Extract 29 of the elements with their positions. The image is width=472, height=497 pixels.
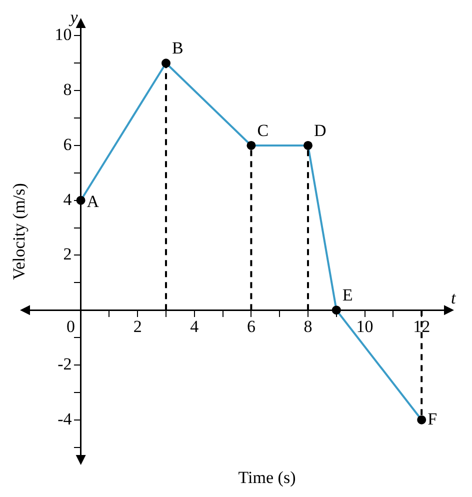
y-tick-label: 6	[63, 134, 72, 154]
y-tick-label: -4	[58, 409, 72, 428]
annotation: A	[86, 192, 100, 211]
y-tick-label: 2	[63, 244, 72, 264]
point	[304, 140, 312, 150]
point	[246, 140, 256, 150]
y-tick-label: 8	[63, 80, 72, 100]
x-tick-label: 12	[413, 317, 430, 336]
x-tick-label: 8	[304, 317, 312, 336]
y-tick-label: 4	[63, 190, 72, 209]
annotation: D	[314, 120, 326, 140]
x-tick-label: 0	[66, 317, 76, 336]
point	[332, 306, 341, 315]
y-tick-label: 10	[54, 25, 72, 44]
y-tick-label: -2	[58, 354, 72, 374]
annotation: y	[68, 7, 78, 26]
point	[76, 196, 86, 205]
x-tick-label: 6	[246, 317, 256, 336]
annotation: E	[342, 286, 353, 305]
x-axis-title: Time (s)	[238, 468, 296, 487]
x-tick-label: 4	[190, 317, 200, 336]
annotation: C	[257, 120, 269, 140]
x-tick-label: 2	[133, 317, 142, 336]
x-tick-label: 10	[356, 317, 374, 336]
y-axis-title: Velocity (m/s)	[9, 183, 28, 280]
point	[417, 415, 426, 424]
annotation: F	[428, 409, 438, 428]
annotation: B	[172, 38, 184, 58]
text: t	[451, 288, 457, 308]
